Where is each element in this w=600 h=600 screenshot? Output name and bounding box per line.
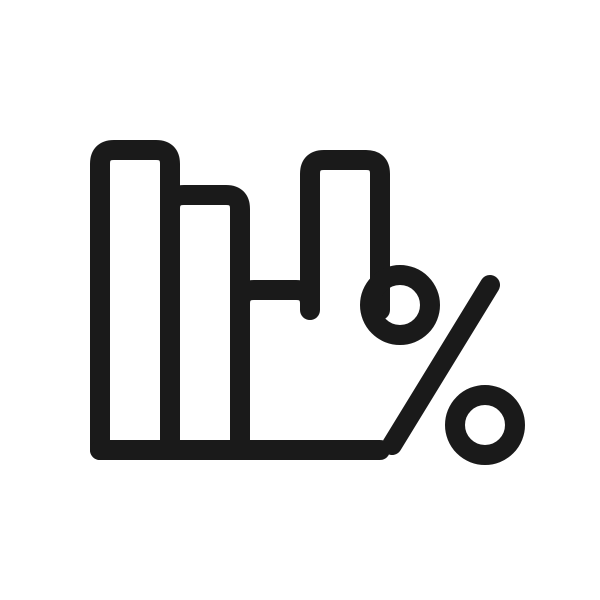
percent-circle-bottom xyxy=(455,395,515,455)
chart-percent-svg xyxy=(0,0,600,600)
percent-circle-top xyxy=(370,275,430,335)
chart-percent-icon xyxy=(0,0,600,600)
percent-slash xyxy=(392,285,490,445)
